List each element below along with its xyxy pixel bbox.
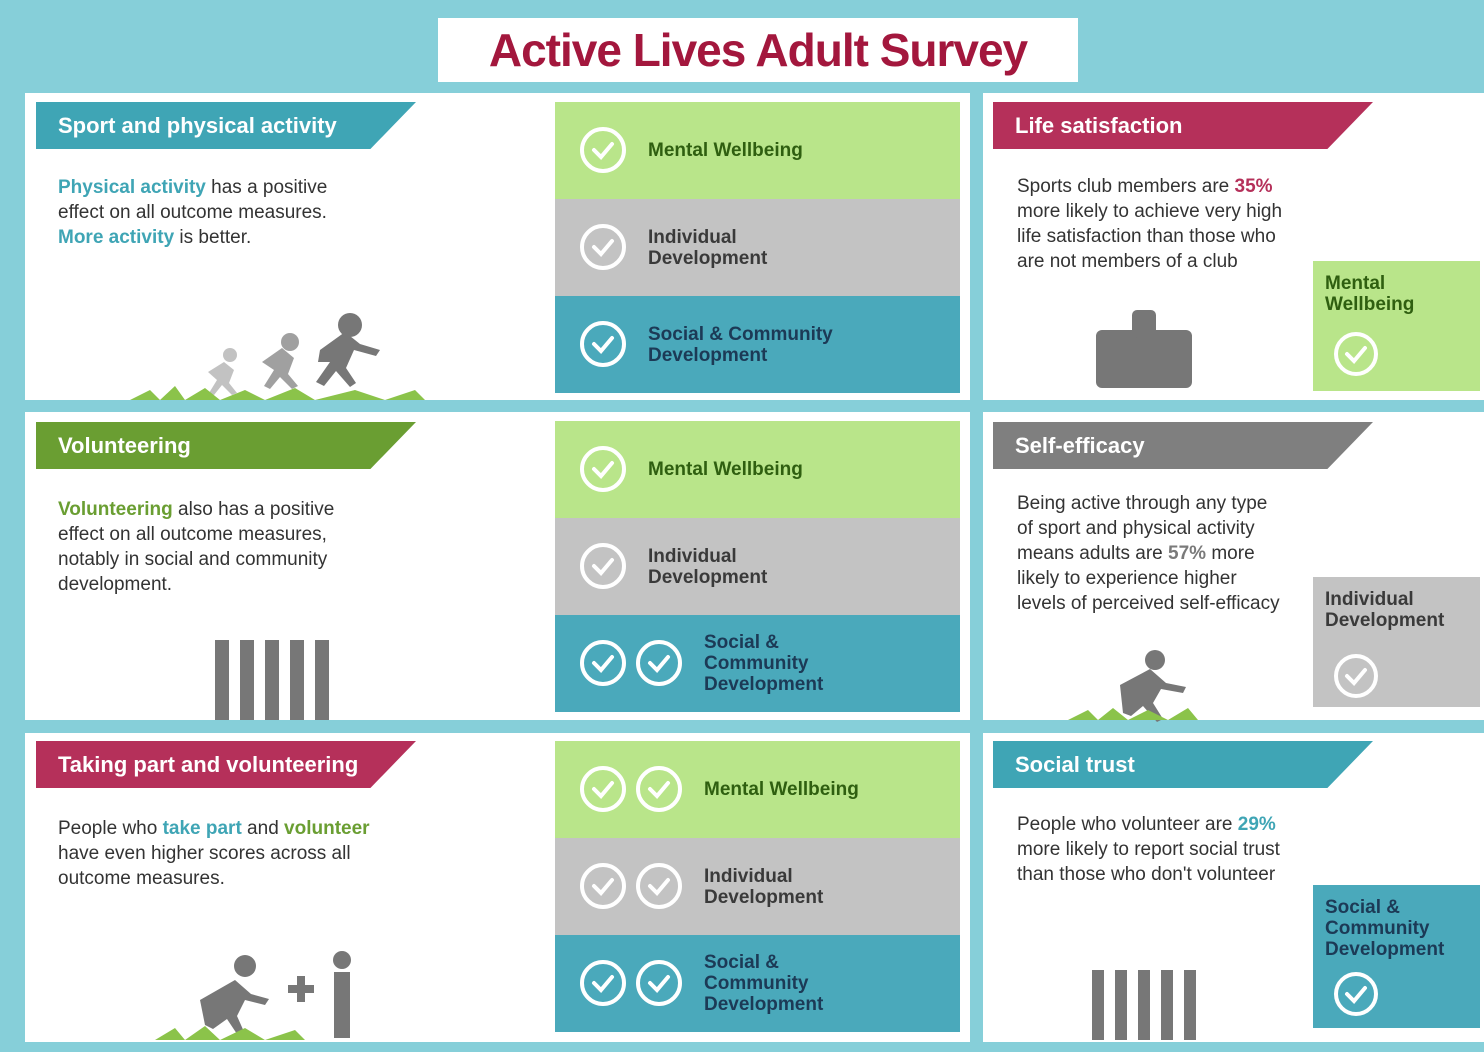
check xyxy=(594,880,612,893)
outcome-label: Individual Development xyxy=(648,518,843,615)
outcome: Social & Community Development xyxy=(555,296,960,393)
check-group xyxy=(555,935,695,1032)
check xyxy=(650,657,668,670)
outcome: Individual Development xyxy=(555,838,960,935)
check xyxy=(594,338,612,351)
check-circle xyxy=(582,768,624,810)
check-circle xyxy=(638,642,680,684)
outcome: Social & Community Development xyxy=(555,615,960,712)
check-group xyxy=(555,615,695,712)
outcome-label: Social & Community Development xyxy=(704,615,884,712)
check xyxy=(650,783,668,796)
check-group xyxy=(555,838,695,935)
page: Active Lives Adult Survey Sport and phys… xyxy=(0,0,1484,1052)
check-circle xyxy=(582,545,624,587)
outcome: Mental Wellbeing xyxy=(555,102,960,199)
check xyxy=(594,463,612,476)
check xyxy=(650,977,668,990)
check-circle xyxy=(638,865,680,907)
check-circle xyxy=(582,448,624,490)
check xyxy=(594,560,612,573)
check xyxy=(594,783,612,796)
outcome: Social & Community Development xyxy=(555,935,960,1032)
check-group xyxy=(555,741,695,838)
check-circle xyxy=(638,768,680,810)
check-circle xyxy=(582,962,624,1004)
outcome-label: Individual Development xyxy=(704,838,884,935)
outcome-label: Mental Wellbeing xyxy=(648,102,843,199)
check-circle xyxy=(582,323,624,365)
outcome-label: Mental Wellbeing xyxy=(704,741,884,838)
outcome: Mental Wellbeing xyxy=(555,741,960,838)
check xyxy=(594,657,612,670)
check-circle xyxy=(582,642,624,684)
outcome-label: Individual Development xyxy=(648,199,843,296)
outcome: Mental Wellbeing xyxy=(555,421,960,518)
check xyxy=(594,241,612,254)
check xyxy=(594,144,612,157)
check-circle xyxy=(582,865,624,907)
outcome: Individual Development xyxy=(555,199,960,296)
check xyxy=(594,977,612,990)
outcome-label: Mental Wellbeing xyxy=(648,421,843,518)
check-circle xyxy=(638,962,680,1004)
check-circle xyxy=(582,129,624,171)
check-circle xyxy=(582,226,624,268)
outcome: Individual Development xyxy=(555,518,960,615)
outcome-label: Social & Community Development xyxy=(704,935,884,1032)
check xyxy=(650,880,668,893)
outcome-label: Social & Community Development xyxy=(648,296,843,393)
